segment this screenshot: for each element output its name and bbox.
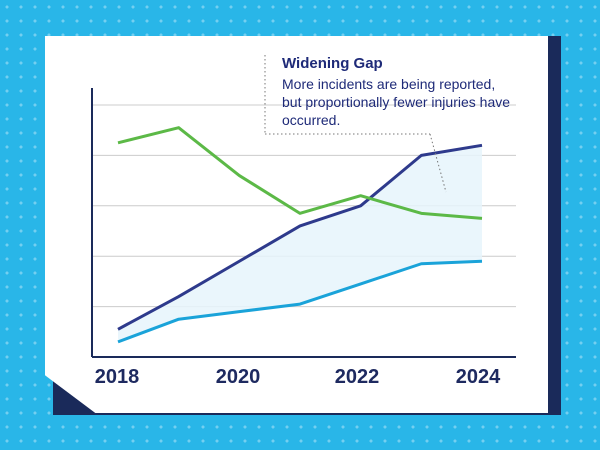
annotation-title: Widening Gap <box>282 55 383 72</box>
x-tick-label: 2020 <box>215 366 261 388</box>
series-line-dark-blue <box>117 143 483 331</box>
series-line-green <box>117 126 483 220</box>
x-tick-label: 2018 <box>94 366 140 388</box>
series-line-light-blue <box>117 259 483 344</box>
gap-area <box>118 145 482 342</box>
series-lines <box>117 126 483 344</box>
x-tick-label: 2024 <box>455 366 501 388</box>
x-tick-label: 2022 <box>334 366 380 388</box>
annotation-text: More incidents are being reported, but p… <box>282 76 511 128</box>
